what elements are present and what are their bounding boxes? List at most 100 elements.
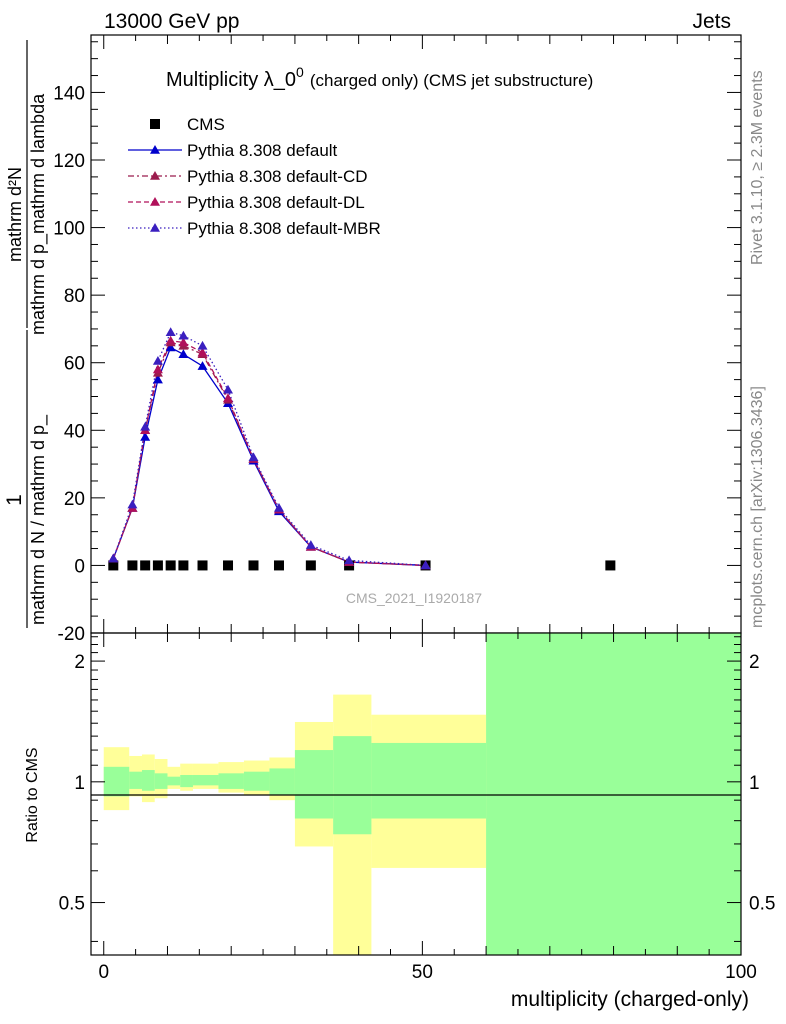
- x-axis: 0 50 100: [98, 633, 757, 983]
- main-y-tick-label: 100: [53, 219, 85, 240]
- data-point-pythia-8-308-default-mbr: [344, 555, 355, 565]
- ratio-band-1sigma: [129, 771, 142, 789]
- main-y-tick-label: 120: [53, 151, 85, 172]
- data-point-cms: [140, 560, 151, 571]
- plot-title-superscript: 0: [296, 64, 304, 80]
- data-point-cms: [273, 560, 284, 571]
- ratio-band-1sigma: [269, 768, 295, 795]
- main-x-axis-ticks: [103, 35, 742, 633]
- data-point-pythia-8-308-default: [152, 374, 163, 384]
- data-point-cms: [305, 560, 316, 571]
- x-tick-label: 100: [725, 962, 757, 983]
- ratio-band-1sigma: [333, 736, 372, 835]
- ratio-band-1sigma: [103, 766, 130, 797]
- data-point-cms: [178, 560, 189, 571]
- data-point-cms: [605, 560, 616, 571]
- ratio-band-1sigma: [154, 773, 168, 789]
- x-tick-label: 0: [98, 962, 109, 983]
- data-point-pythia-8-308-default-dl: [223, 393, 234, 402]
- data-point-pythia-8-308-default-dl: [152, 364, 163, 374]
- legend-label-pythia-8-308-default-mbr: Pythia 8.308 default-MBR: [187, 219, 381, 238]
- ratio-y-tick-label: 1: [74, 773, 85, 794]
- header-energy-label: 13000 GeV pp: [104, 10, 239, 33]
- data-point-pythia-8-308-default-mbr: [178, 330, 189, 340]
- plot-title-suffix: (charged only) (CMS jet substructure): [310, 71, 593, 90]
- data-point-pythia-8-308-default-mbr: [165, 327, 176, 337]
- header-category-label: Jets: [692, 10, 731, 33]
- mcplots-label: mcplots.cern.ch [arXiv:1306.3436]: [749, 386, 766, 628]
- ratio-y-axis-label: Ratio to CMS: [24, 747, 41, 842]
- data-point-pythia-8-308-default-mbr: [197, 340, 208, 350]
- x-tick-label: 50: [412, 962, 433, 983]
- legend-marker-pythia-8-308-default-mbr: [150, 223, 160, 232]
- ratio-y-tick-label-right: 2: [749, 652, 760, 673]
- main-y-axis: -20 0 20 40 60 80 100 120 140: [53, 41, 741, 645]
- ratio-plot-frame: [90, 632, 742, 956]
- data-point-pythia-8-308-default-mbr: [248, 452, 259, 462]
- data-point-cms: [248, 560, 259, 571]
- plot-title-main: Multiplicity λ_0: [166, 69, 296, 91]
- ylabel-prefix-denominator: mathrm d N / mathrm d p_: [28, 414, 49, 625]
- data-point-pythia-8-308-default-mbr: [108, 553, 119, 563]
- data-point-cms: [127, 560, 138, 571]
- legend-marker-pythia-8-308-default: [150, 145, 160, 154]
- x-axis-label: multiplicity (charged-only): [511, 988, 749, 1011]
- ratio-y-tick-label: 0.5: [59, 894, 85, 915]
- ratio-band-1sigma: [141, 770, 155, 791]
- data-point-cms: [152, 560, 163, 571]
- legend-marker-pythia-8-308-default-cd: [150, 171, 160, 180]
- ratio-y-tick-label-right: 0.5: [749, 894, 775, 915]
- ratio-y-tick-label-right: 1: [749, 773, 760, 794]
- rivet-version-label: Rivet 3.1.10, ≥ 2.3M events: [749, 70, 766, 265]
- data-point-cms: [223, 560, 234, 571]
- legend-marker-pythia-8-308-default-dl: [150, 197, 160, 206]
- series-markers: [108, 327, 616, 571]
- data-point-pythia-8-308-default-mbr: [420, 560, 431, 570]
- uncertainty-bands: [103, 633, 741, 955]
- data-point-pythia-8-308-default-dl: [197, 347, 208, 357]
- legend-label-pythia-8-308-default-cd: Pythia 8.308 default-CD: [187, 167, 368, 186]
- mc-series-lines: [112, 331, 426, 567]
- data-point-pythia-8-308-default-mbr: [152, 356, 163, 365]
- data-point-pythia-8-308-default-mbr: [273, 502, 284, 512]
- legend-label-pythia-8-308-default: Pythia 8.308 default: [187, 141, 338, 160]
- data-point-pythia-8-308-default: [197, 361, 208, 370]
- data-point-pythia-8-308-default: [178, 349, 189, 359]
- ratio-band-1sigma: [192, 774, 219, 786]
- legend: CMS Pythia 8.308 default Pythia 8.308 defa…: [128, 115, 381, 238]
- ratio-band-1sigma: [371, 742, 487, 819]
- data-point-pythia-8-308-default-dl: [178, 337, 189, 347]
- ratio-band-1sigma: [486, 633, 741, 955]
- main-y-axis-label: 1 mathrm d N / mathrm d p_ mathrm d²N ma…: [3, 40, 49, 628]
- analysis-watermark: CMS_2021_I1920187: [346, 590, 482, 606]
- main-y-tick-label: 40: [64, 421, 85, 442]
- data-point-cms: [165, 560, 176, 571]
- legend-marker-cms: [150, 119, 160, 129]
- ratio-band-1sigma: [180, 774, 193, 788]
- main-y-tick-label: 0: [74, 556, 85, 577]
- data-point-pythia-8-308-default-mbr: [140, 421, 151, 431]
- ylabel-numerator: mathrm d²N: [5, 167, 25, 262]
- data-point-pythia-8-308-default-mbr: [305, 540, 316, 549]
- data-point-pythia-8-308-default-mbr: [223, 384, 234, 394]
- ylabel-denominator: mathrm d p_mathrm d lambda: [28, 93, 49, 335]
- data-point-cms: [197, 560, 208, 571]
- data-point-pythia-8-308-default: [140, 432, 151, 441]
- ratio-plot-panel: 0.5 0.5 1 1 2 2 0 50 100 Ratio to CMS multiplic…: [24, 632, 775, 1011]
- data-point-pythia-8-308-default-mbr: [127, 499, 138, 509]
- ratio-band-1sigma: [218, 773, 244, 789]
- main-y-tick-label: 140: [53, 83, 85, 104]
- ratio-band-1sigma: [294, 750, 334, 819]
- main-y-tick-label: 20: [64, 489, 85, 510]
- ratio-y-tick-label: 2: [74, 652, 85, 673]
- legend-label-cms: CMS: [187, 115, 225, 134]
- main-y-tick-label: 80: [64, 286, 85, 307]
- data-point-pythia-8-308-default: [165, 342, 176, 352]
- main-y-tick-label: -20: [58, 624, 85, 645]
- ratio-band-1sigma: [167, 776, 181, 786]
- plot-title: Multiplicity λ_00 (charged only) (CMS jet…: [166, 64, 593, 91]
- data-point-cms: [108, 560, 119, 571]
- data-point-pythia-8-308-default-dl: [165, 335, 176, 345]
